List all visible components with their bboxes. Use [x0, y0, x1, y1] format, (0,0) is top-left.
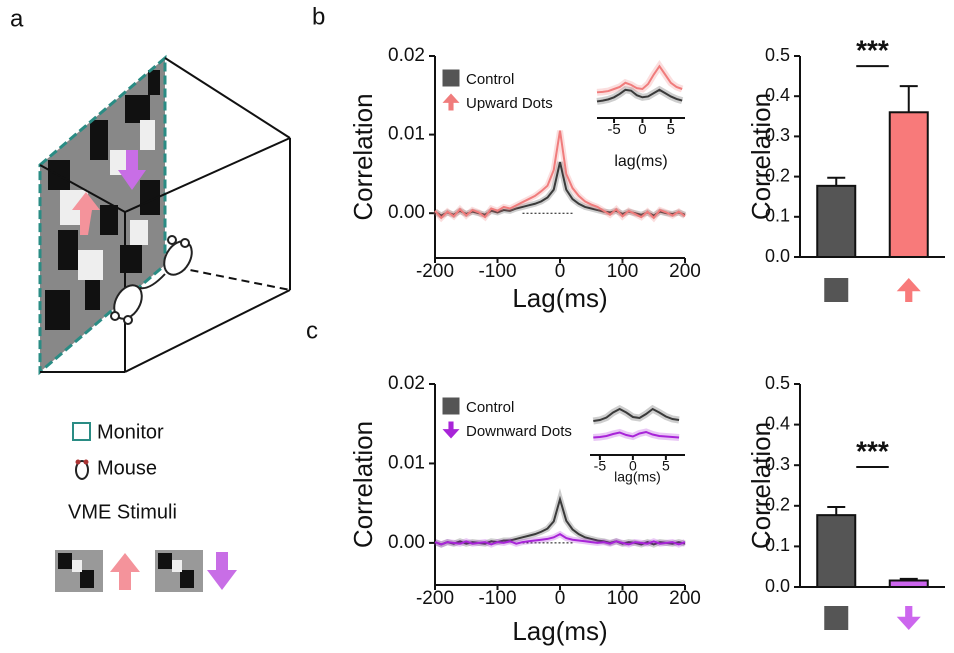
panel-label: c: [306, 317, 318, 344]
y-tick-label: 0.5: [765, 373, 790, 393]
legend-label: Upward Dots: [466, 95, 553, 112]
legend-label: Control: [466, 71, 514, 88]
y-tick-label: 0.3: [765, 125, 790, 145]
mouse-tail: [139, 273, 166, 290]
monitor-legend-icon: [72, 422, 91, 441]
y-tick-label: 0.4: [765, 85, 790, 105]
series-line: [596, 64, 683, 94]
y-tick-label: 0.1: [765, 206, 790, 226]
series-line: [593, 407, 680, 422]
series-line: [596, 88, 683, 103]
arrow-marker: [442, 421, 460, 439]
arrow-up-icon: [110, 553, 140, 590]
series-line: [593, 430, 680, 439]
significance-label: ***: [856, 35, 889, 66]
y-axis-label: Correlation: [746, 422, 776, 549]
y-axis-label: Correlation: [348, 93, 378, 220]
x-axis-label: lag(ms): [614, 469, 661, 485]
series-line: [434, 533, 686, 546]
y-tick-label: 0.0: [765, 576, 790, 596]
y-tick-label: 0.01: [388, 452, 425, 473]
y-tick-label: 0.02: [388, 45, 425, 66]
y-tick-label: 0.4: [765, 413, 790, 433]
arrow-down-icon: [207, 552, 237, 590]
y-tick-label: 0.2: [765, 495, 790, 515]
stimuli-label: VME Stimuli: [68, 501, 177, 523]
y-tick-label: 0.0: [765, 246, 790, 266]
y-tick-label: 0.2: [765, 165, 790, 185]
x-tick-label: 200: [669, 261, 701, 282]
legend-label: Control: [466, 399, 514, 416]
y-tick-label: 0.1: [765, 535, 790, 555]
legend-marker: [824, 278, 849, 302]
bar: [888, 579, 929, 589]
x-tick-label: 5: [667, 121, 675, 138]
legend-marker: [824, 606, 849, 630]
x-tick-label: 100: [607, 261, 639, 282]
setup-diagram: [38, 54, 291, 376]
x-tick-label: 0: [555, 588, 566, 609]
y-axis-label: Correlation: [746, 93, 776, 220]
x-tick-label: 0: [555, 261, 566, 282]
legend-label: Mouse: [97, 457, 157, 479]
y-tick-label: 0.02: [388, 373, 425, 394]
mouse-legend-icon: [75, 459, 89, 480]
x-tick-label: -100: [478, 261, 516, 282]
legend-marker: [442, 397, 460, 415]
series-band: [592, 404, 680, 425]
x-axis-label: Lag(ms): [512, 616, 607, 646]
bar: [816, 184, 857, 258]
bar: [888, 111, 929, 258]
y-tick-label: 0.5: [765, 45, 790, 65]
x-tick-label: 0: [629, 458, 637, 474]
y-axis-label: Correlation: [348, 421, 378, 548]
x-tick-label: -5: [594, 458, 607, 474]
x-tick-label: 5: [662, 458, 670, 474]
panel-label: b: [312, 3, 325, 30]
bar: [816, 514, 857, 588]
legend-label: Monitor: [97, 421, 164, 443]
arrow-up-icon: [72, 192, 100, 235]
x-tick-label: 200: [669, 588, 701, 609]
y-tick-label: 0.00: [388, 202, 425, 223]
panel-label: a: [10, 5, 24, 32]
y-tick-label: 0.01: [388, 124, 425, 145]
x-axis-label: Lag(ms): [512, 283, 607, 313]
significance-label: ***: [856, 435, 889, 466]
mouse-icon: [110, 235, 193, 325]
x-tick-label: -100: [478, 588, 516, 609]
x-tick-label: 100: [607, 588, 639, 609]
x-tick-label: -5: [607, 121, 620, 138]
x-axis-label: lag(ms): [614, 153, 667, 170]
arrow-down-icon: [118, 150, 146, 190]
arrow-marker: [896, 606, 921, 630]
arrow-marker: [442, 93, 460, 111]
series-line: [434, 130, 686, 220]
x-tick-label: 0: [638, 121, 646, 138]
arrow-marker: [896, 278, 921, 302]
stimulus-thumbnail: [55, 550, 203, 592]
x-tick-label: -200: [416, 261, 454, 282]
legend-marker: [442, 69, 460, 87]
x-tick-label: -200: [416, 588, 454, 609]
legend-label: Downward Dots: [466, 423, 572, 440]
y-tick-label: 0.3: [765, 454, 790, 474]
y-tick-label: 0.00: [388, 532, 425, 553]
